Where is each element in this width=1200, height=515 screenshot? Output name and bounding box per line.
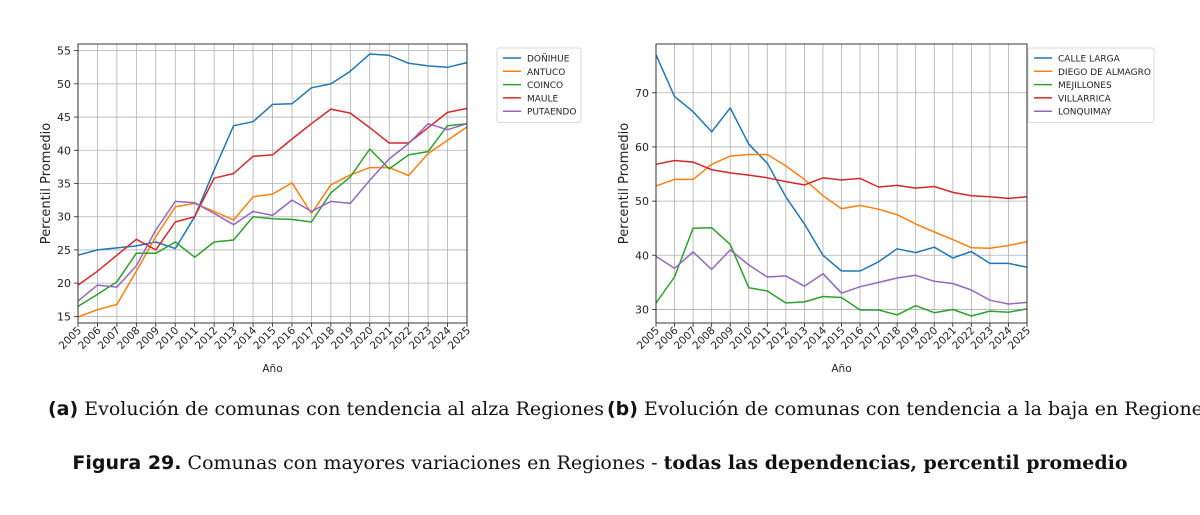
- subcaption-b-label: (b): [607, 398, 638, 420]
- chart-b-ytick-label-60: 60: [635, 141, 649, 154]
- subcaption-b-text: Evolución de comunas con tendencia a la …: [637, 398, 1200, 420]
- chart-b-legend: CALLE LARGA DIEGO DE ALMAGRO MEJILLONES VIL…: [1027, 47, 1155, 123]
- chart-b-ytick-label-70: 70: [635, 87, 649, 100]
- chart-a-legend-label-maule: MAULE: [527, 94, 559, 104]
- chart-a-ytick-label-25: 25: [57, 244, 71, 257]
- chart-b-ytick-label-40: 40: [635, 249, 649, 262]
- chart-a-ytick-label-15: 15: [57, 310, 71, 323]
- figure-caption-strong: todas las dependencias, percentil promed…: [663, 452, 1128, 474]
- chart-b-legend-label-lonquimay: LONQUIMAY: [1058, 108, 1112, 118]
- subcaption-a-text: Evolución de comunas con tendencia al al…: [78, 398, 605, 420]
- chart-b-ylabel: Percentil Promedio: [617, 123, 632, 244]
- subcaption-b: (b) Evolución de comunas con tendencia a…: [607, 398, 1200, 420]
- chart-a-ytick-label-35: 35: [57, 178, 71, 191]
- chart-a-legend: DOÑIHUE ANTUCO COINCO MAULE PUTAENDO: [496, 47, 582, 123]
- chart-a-plot-frame: [77, 43, 468, 324]
- chart-a-xlabel: Año: [262, 363, 282, 375]
- chart-a-xtick-label-2025: 2025: [446, 325, 473, 352]
- chart-b-series-lonquimay: [655, 249, 1028, 305]
- chart-b-legend-box: [1027, 47, 1155, 123]
- chart-a-ytick-label-45: 45: [57, 111, 71, 124]
- chart-a: 2005200620072008200920102011201220132014…: [39, 43, 582, 375]
- chart-b-xlabel: Año: [831, 363, 851, 375]
- chart-a-ytick-label-30: 30: [57, 211, 71, 224]
- chart-b-series-calle-larga: [655, 54, 1028, 272]
- chart-a-ylabel: Percentil Promedio: [39, 123, 54, 244]
- chart-a-legend-label-putaendo: PUTAENDO: [527, 108, 576, 118]
- chart-b: 2005200620072008200920102011201220132014…: [617, 43, 1155, 375]
- chart-a-legend-label-antuco: ANTUCO: [527, 68, 565, 78]
- chart-a-legend-label-coinco: COINCO: [527, 81, 563, 91]
- chart-a-series-maule: [77, 107, 468, 286]
- chart-b-series-diego-de-almagro: [655, 153, 1028, 249]
- chart-a-series-putaendo: [77, 122, 468, 302]
- chart-a-series-donihue: [77, 53, 468, 256]
- chart-b-ytick-label-30: 30: [635, 303, 649, 316]
- chart-a-ytick-label-55: 55: [57, 45, 71, 58]
- figure-caption-label: Figura 29.: [72, 452, 182, 474]
- chart-b-legend-label-calle-larga: CALLE LARGA: [1058, 55, 1121, 65]
- chart-a-legend-box: [496, 47, 582, 123]
- figure-caption: Figura 29. Comunas con mayores variacion…: [0, 452, 1200, 474]
- chart-b-legend-label-diego-de-almagro: DIEGO DE ALMAGRO: [1058, 68, 1151, 78]
- chart-b-legend-label-villarrica: VILLARRICA: [1058, 94, 1112, 104]
- chart-a-series-antuco: [77, 126, 468, 318]
- chart-b-series-mejillones: [655, 226, 1028, 317]
- chart-a-ytick-label-50: 50: [57, 78, 71, 91]
- chart-a-ytick-label-40: 40: [57, 144, 71, 157]
- chart-a-legend-label-donihue: DOÑIHUE: [527, 54, 570, 65]
- chart-a-ytick-label-20: 20: [57, 277, 71, 290]
- chart-b-plot-frame: [655, 43, 1028, 324]
- chart-b-series-villarrica: [655, 159, 1028, 200]
- subcaption-a-label: (a): [48, 398, 79, 420]
- chart-b-ytick-label-50: 50: [635, 195, 649, 208]
- chart-b-legend-label-mejillones: MEJILLONES: [1058, 81, 1112, 91]
- figure-caption-text: Comunas con mayores variaciones en Regio…: [181, 452, 664, 474]
- subcaption-a: (a) Evolución de comunas con tendencia a…: [48, 398, 604, 420]
